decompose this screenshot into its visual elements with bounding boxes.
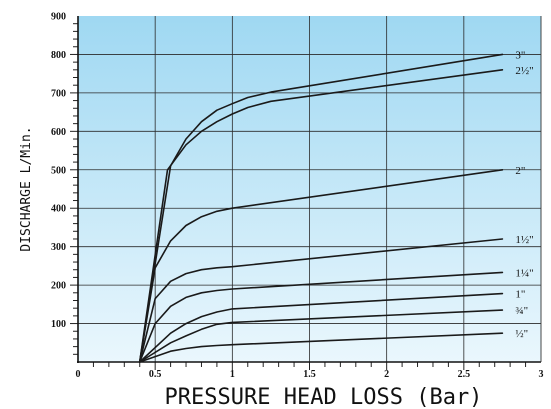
x-tick-label: 3 [539,369,544,380]
series-label: 3" [515,49,525,61]
axis-ticks [70,23,527,370]
y-tick-label: 200 [51,281,66,292]
series-label: 1¼" [515,267,533,279]
y-axis-title: DISCHARGE L/Min. [19,126,34,251]
y-tick-label: 600 [51,127,66,138]
y-tick-label: 500 [51,165,66,176]
series-line [138,169,504,363]
x-tick-label: 2.5 [458,369,471,380]
axes [77,16,542,363]
y-tick-label: 300 [51,242,66,253]
series-line [138,69,504,363]
y-tick-labels: 100 200 300 400 500 600 700 800 900 [51,12,66,331]
x-tick-label: 2 [384,369,389,380]
series-line [138,53,504,363]
x-axis-title: PRESSURE HEAD LOSS (Bar) [165,385,483,409]
series-line [138,332,504,363]
x-tick-label: 0.5 [149,369,162,380]
x-tick-label: 1 [230,369,235,380]
x-tick-label: 1.5 [303,369,316,380]
y-tick-label: 800 [51,50,66,61]
y-tick-label: 400 [51,204,66,215]
series-label: ¾" [515,305,528,317]
series-label: 2" [515,165,525,177]
series-label: ½" [515,328,528,340]
series-label: 1" [515,289,525,301]
series-labels: 3" 2½" 2" 1½" 1¼" 1" ¾" ½" [515,49,533,340]
series-line [138,271,504,363]
x-tick-labels: 0 0.5 1 1.5 2 2.5 3 [76,369,544,380]
series-label: 1½" [515,234,533,246]
series-lines [138,53,504,363]
series-line [138,292,504,363]
x-tick-label: 0 [76,369,81,380]
y-tick-label: 700 [51,88,66,99]
series-line [138,309,504,363]
series-line [138,238,504,363]
y-tick-label: 100 [51,319,66,330]
grid-lines [78,16,541,362]
series-label: 2½" [515,65,533,77]
y-tick-label: 900 [51,12,66,23]
